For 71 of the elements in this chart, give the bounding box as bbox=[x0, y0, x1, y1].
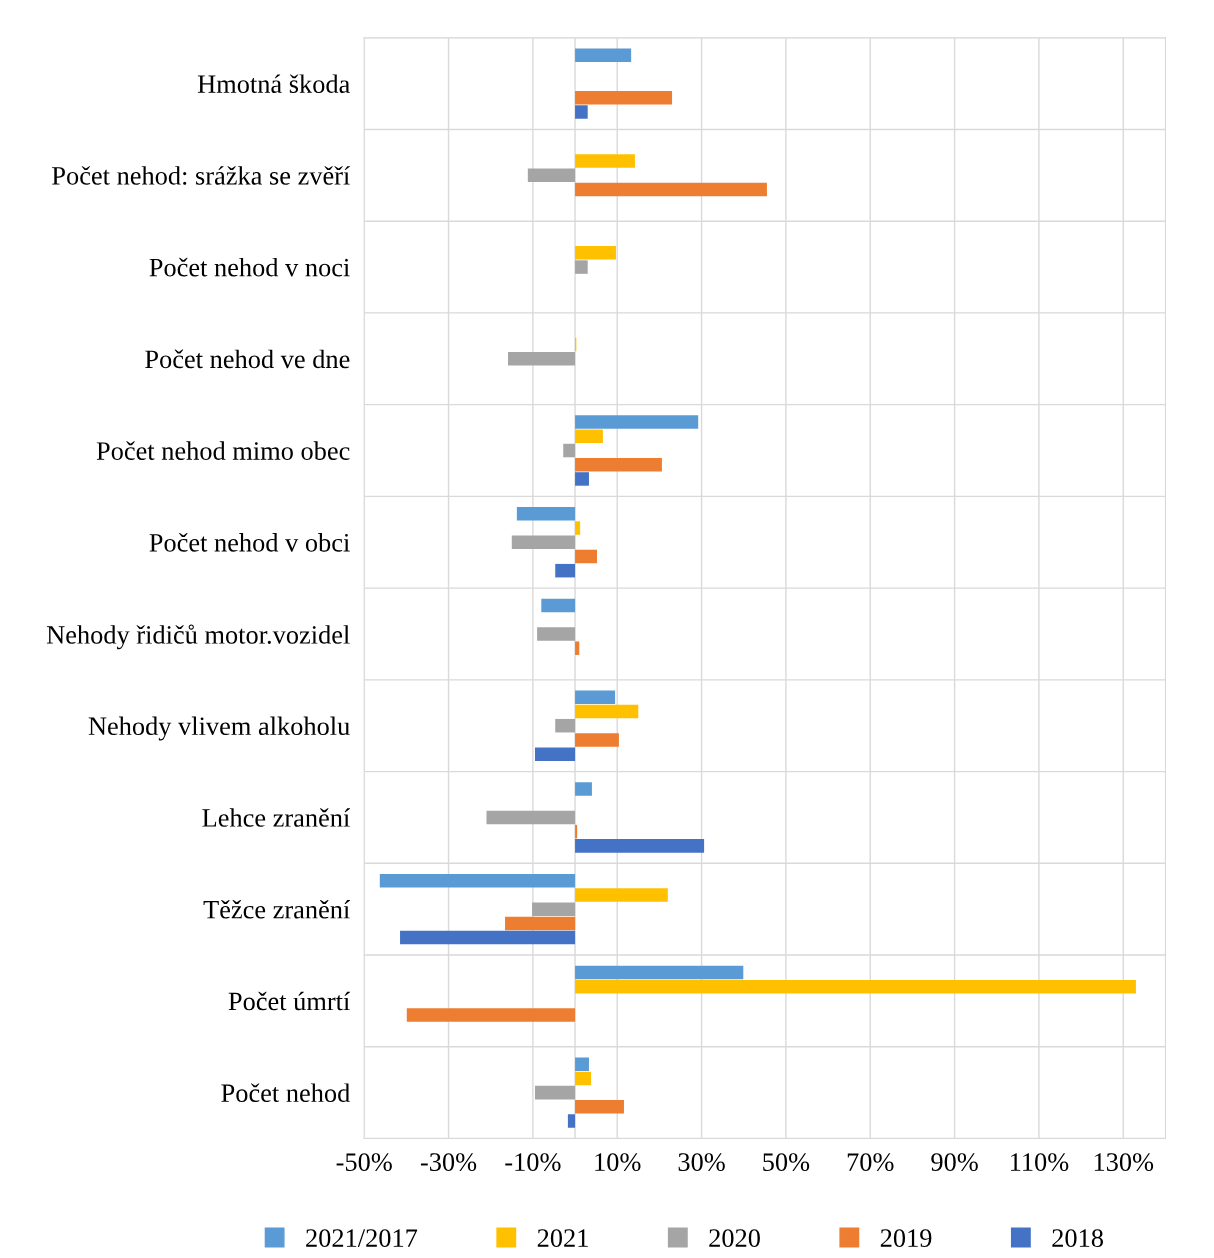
x-tick-label: -50% bbox=[336, 1153, 392, 1172]
bar bbox=[575, 549, 597, 564]
bar bbox=[575, 260, 588, 274]
bar bbox=[400, 930, 576, 945]
y-tick-label: Počet nehod v noci bbox=[149, 257, 350, 277]
bar bbox=[575, 641, 580, 655]
x-tick-label: 70% bbox=[847, 1153, 894, 1172]
bar bbox=[505, 916, 576, 931]
y-tick-label: Počet nehod v obci bbox=[149, 533, 350, 552]
bar bbox=[406, 1008, 576, 1022]
bar bbox=[575, 521, 581, 535]
bar bbox=[575, 1071, 592, 1086]
legend-label: 2021/2017 bbox=[306, 1229, 418, 1248]
bar bbox=[575, 457, 662, 472]
bar bbox=[537, 627, 576, 641]
bar bbox=[575, 1100, 624, 1114]
y-tick-label: Počet úmrtí bbox=[228, 991, 351, 1011]
bar bbox=[575, 824, 578, 839]
bar bbox=[575, 782, 592, 796]
legend-label: 2021 bbox=[537, 1229, 588, 1248]
bar bbox=[575, 1057, 589, 1071]
bar bbox=[516, 507, 576, 521]
legend-label: 2018 bbox=[1052, 1229, 1103, 1248]
bar bbox=[575, 246, 616, 260]
y-tick-label: Nehody řidičů motor.vozidel bbox=[46, 624, 350, 650]
x-tick-label: 110% bbox=[1010, 1153, 1069, 1172]
y-tick-label: Hmotná škoda bbox=[197, 74, 350, 94]
x-tick-label: -10% bbox=[505, 1153, 561, 1172]
y-tick-label: Lehce zranění bbox=[202, 808, 351, 827]
bar bbox=[575, 105, 588, 119]
x-tick-label: 30% bbox=[678, 1153, 725, 1172]
bar bbox=[575, 472, 589, 486]
bar bbox=[575, 888, 668, 902]
bar bbox=[575, 704, 639, 719]
bar bbox=[575, 48, 632, 62]
legend-label: 2019 bbox=[880, 1229, 932, 1248]
bar bbox=[575, 979, 1136, 994]
y-tick-label: Těžce zranění bbox=[203, 899, 351, 919]
bar bbox=[575, 91, 673, 105]
bar bbox=[575, 965, 744, 980]
bar bbox=[575, 154, 635, 168]
bar bbox=[555, 718, 576, 733]
bar bbox=[575, 839, 705, 853]
bar bbox=[575, 182, 767, 197]
bar bbox=[541, 598, 576, 613]
y-tick-label: Počet nehod mimo obec bbox=[96, 441, 350, 460]
bar bbox=[534, 747, 576, 761]
bar bbox=[575, 733, 619, 747]
y-tick-label: Počet nehod: srážka se zvěří bbox=[52, 166, 351, 185]
x-tick-label: 90% bbox=[931, 1153, 978, 1172]
bar bbox=[527, 168, 576, 183]
bar bbox=[575, 429, 603, 444]
bar bbox=[508, 352, 576, 366]
bar bbox=[563, 443, 576, 458]
legend-label: 2020 bbox=[709, 1229, 760, 1248]
bar bbox=[379, 873, 576, 888]
bar bbox=[567, 1114, 576, 1128]
bar bbox=[486, 810, 576, 825]
bar bbox=[534, 1085, 576, 1100]
y-tick-label: Počet nehod bbox=[221, 1083, 350, 1103]
bar bbox=[575, 415, 699, 429]
x-tick-label: -30% bbox=[420, 1153, 477, 1172]
x-tick-label: 130% bbox=[1094, 1153, 1154, 1172]
y-tick-label: Nehody vlivem alkoholu bbox=[88, 716, 350, 741]
bar bbox=[532, 902, 576, 916]
bar bbox=[555, 563, 576, 578]
y-tick-label: Počet nehod ve dne bbox=[145, 349, 350, 369]
bar bbox=[575, 690, 616, 705]
x-tick-label: 50% bbox=[763, 1153, 810, 1172]
bar bbox=[511, 535, 576, 549]
x-tick-label: 10% bbox=[595, 1153, 641, 1172]
